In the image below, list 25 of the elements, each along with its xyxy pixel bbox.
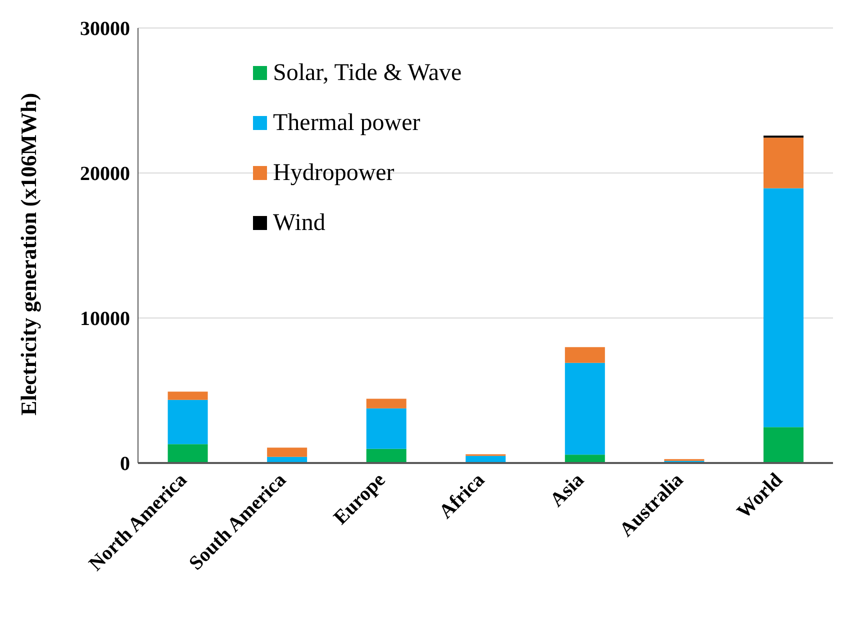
bar xyxy=(168,444,208,463)
bar xyxy=(764,427,804,463)
y-tick-label: 20000 xyxy=(80,163,130,186)
y-tick-label: 10000 xyxy=(80,308,130,330)
y-tick-label: 0 xyxy=(120,453,130,476)
legend-label: Thermal power xyxy=(273,110,420,136)
bar xyxy=(366,398,406,408)
legend-label: Solar, Tide & Wave xyxy=(273,60,462,86)
bar xyxy=(168,392,208,400)
bar xyxy=(366,408,406,449)
legend-label: Hydropower xyxy=(273,160,394,186)
bar xyxy=(267,456,308,463)
legend-label: Wind xyxy=(273,210,326,236)
bar xyxy=(466,456,506,463)
x-tick-label: Asia xyxy=(546,468,588,512)
bar xyxy=(564,362,605,455)
bar xyxy=(168,400,208,444)
bar xyxy=(564,454,605,463)
y-axis-title: Electricity generation (x106MWh) xyxy=(16,92,41,416)
bar xyxy=(764,138,804,188)
bar xyxy=(267,448,308,457)
y-tick-label: 30000 xyxy=(80,18,130,40)
bar xyxy=(764,188,804,428)
bar xyxy=(366,448,406,463)
bar xyxy=(564,347,605,363)
